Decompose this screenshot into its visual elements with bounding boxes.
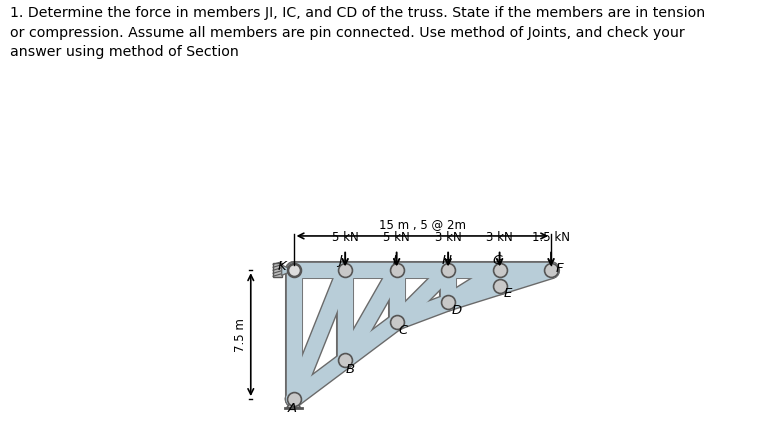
Polygon shape [282, 265, 293, 275]
Text: E: E [504, 287, 512, 300]
Text: 3 kN: 3 kN [486, 231, 513, 244]
Text: C: C [399, 324, 408, 337]
Text: I: I [393, 254, 397, 267]
Text: J: J [338, 254, 342, 267]
Polygon shape [287, 399, 300, 408]
Text: 3 kN: 3 kN [434, 231, 462, 244]
Text: A: A [287, 402, 296, 415]
Text: 5 kN: 5 kN [383, 231, 410, 244]
Text: 7.5 m: 7.5 m [234, 318, 247, 351]
Text: 1. Determine the force in members JI, IC, and CD of the truss. State if the memb: 1. Determine the force in members JI, IC… [10, 6, 705, 60]
Text: K: K [277, 260, 286, 273]
Text: 15 m , 5 @ 2m: 15 m , 5 @ 2m [379, 218, 466, 231]
Text: D: D [452, 304, 462, 317]
FancyBboxPatch shape [273, 263, 282, 277]
Text: G: G [493, 254, 503, 267]
Text: 1.5 kN: 1.5 kN [532, 231, 570, 244]
Text: H: H [441, 254, 452, 267]
Text: F: F [556, 262, 563, 275]
Text: B: B [346, 363, 355, 376]
Text: 5 kN: 5 kN [332, 231, 359, 244]
